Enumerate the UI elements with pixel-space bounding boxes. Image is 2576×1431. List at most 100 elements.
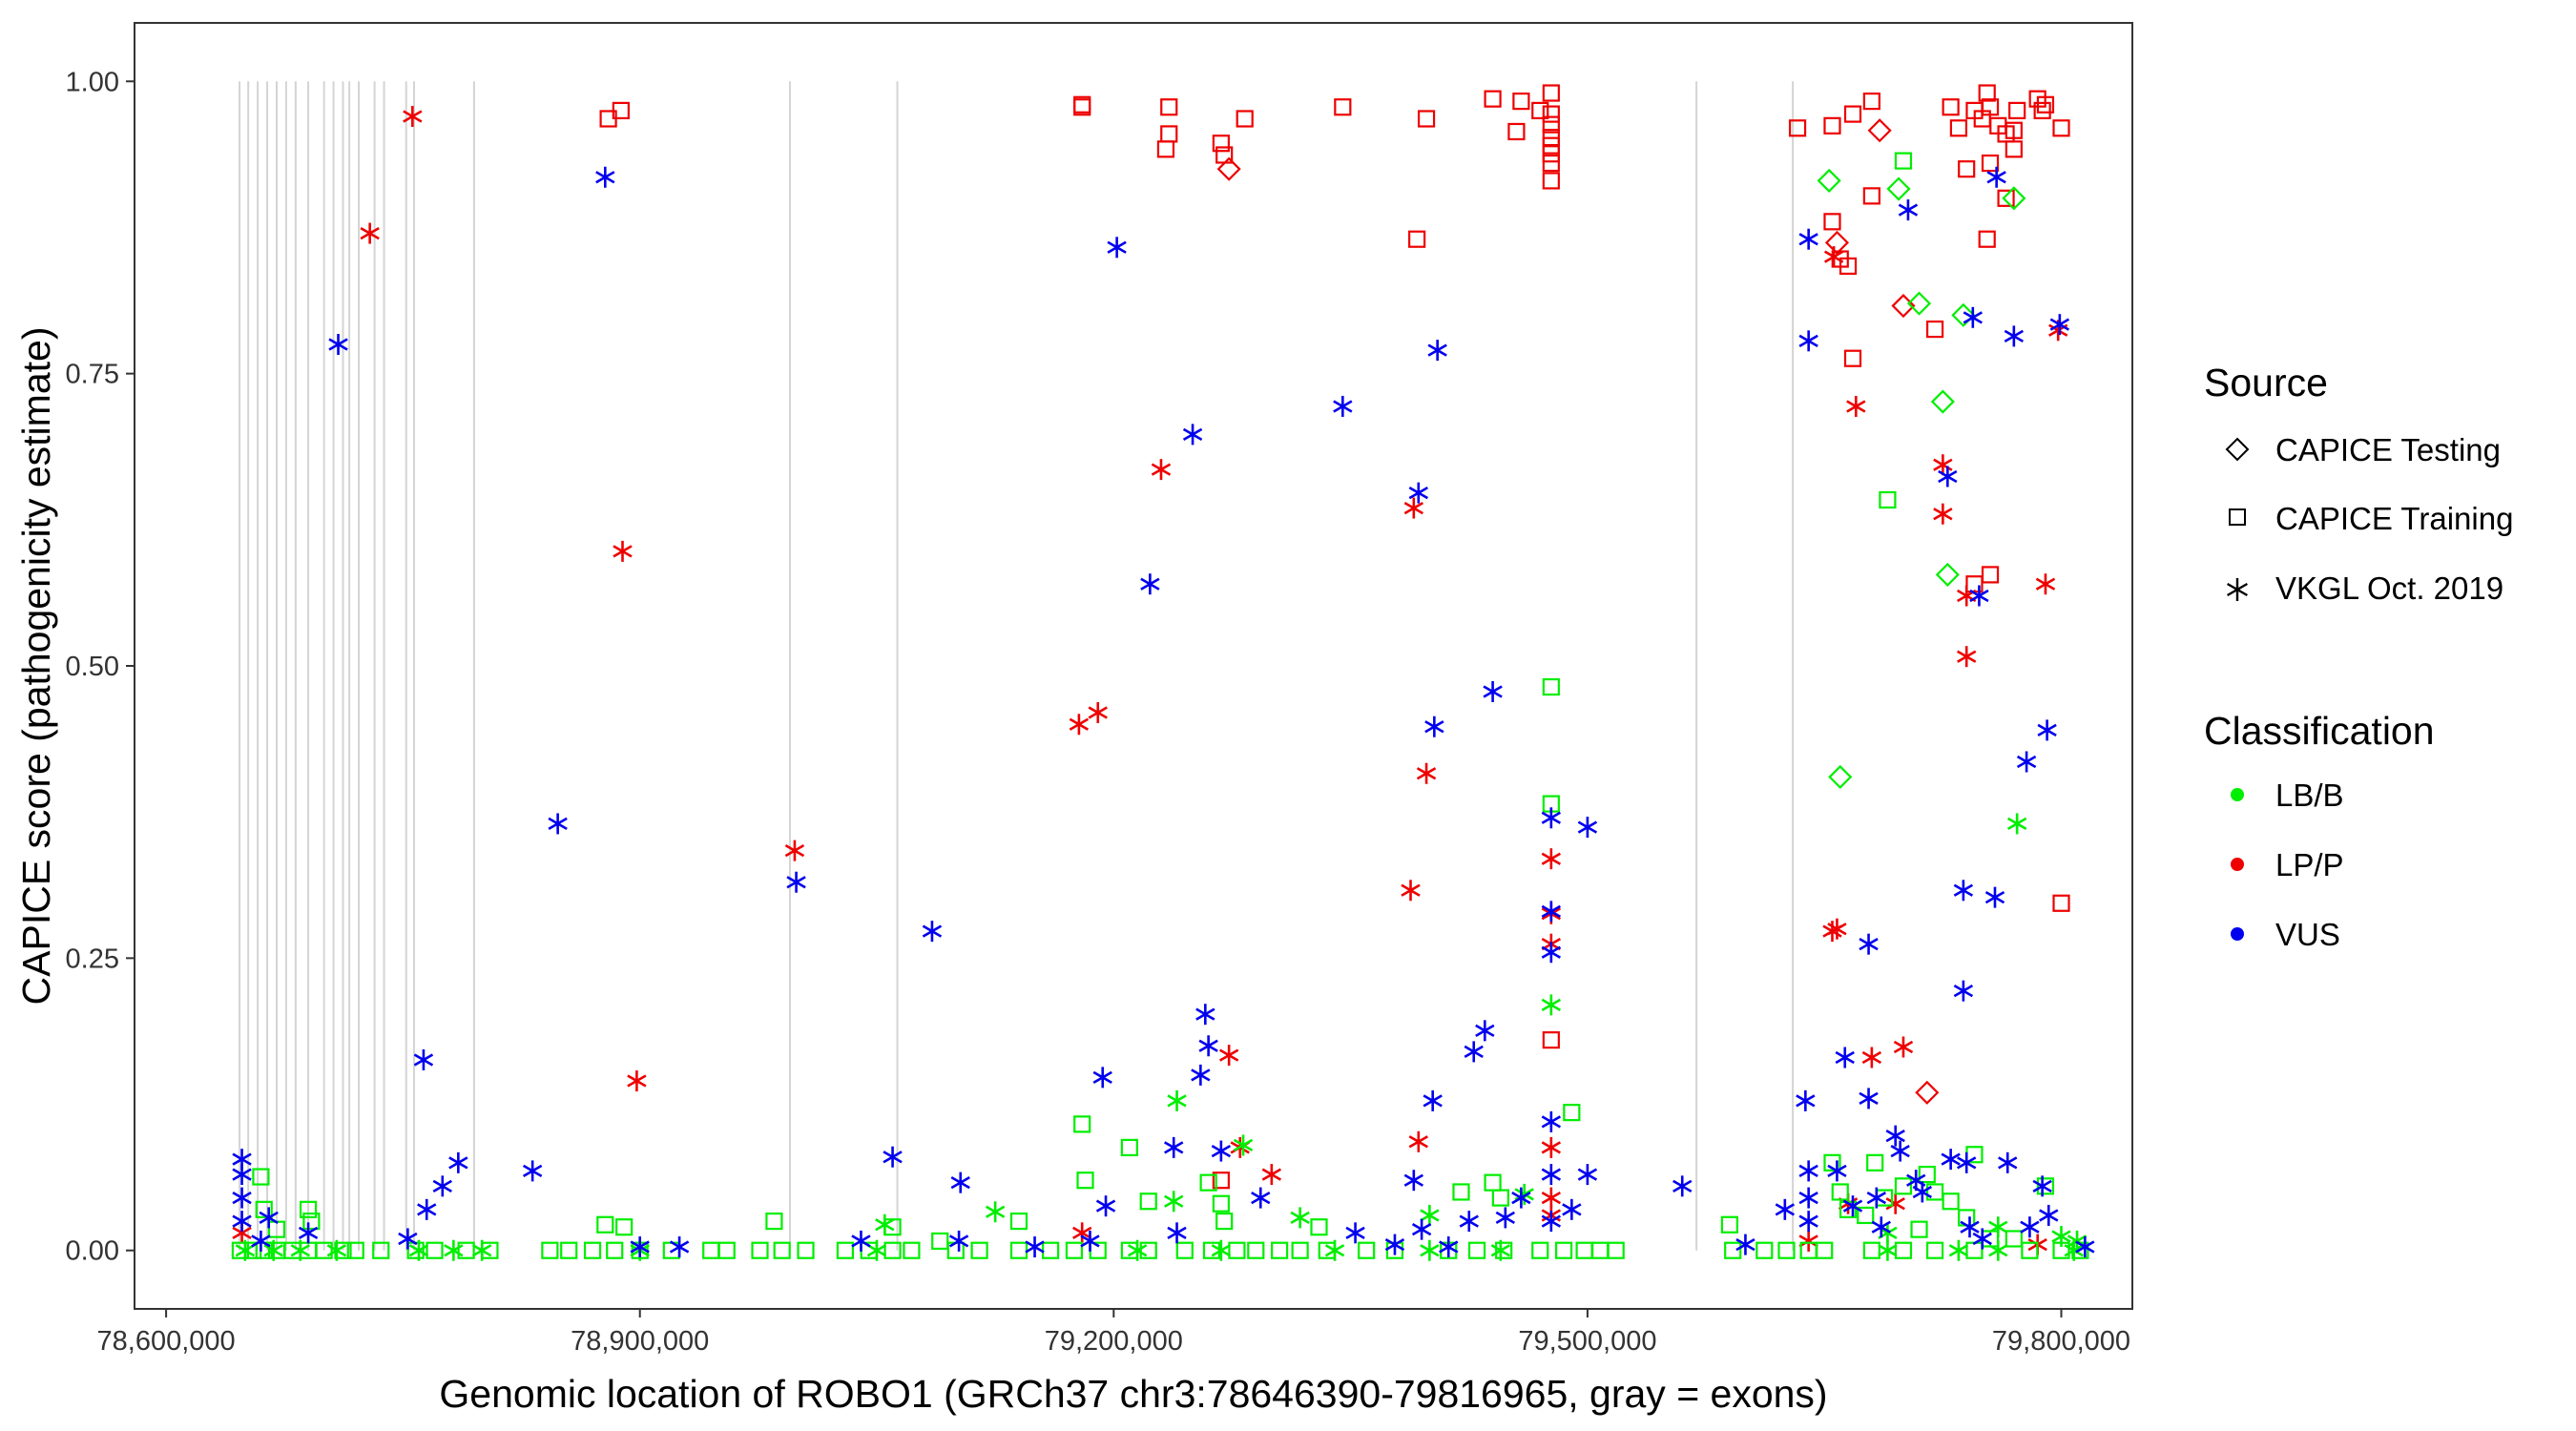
point-square [1542,172,1560,190]
point-square [1563,1104,1581,1122]
point-square [2008,101,2026,120]
exon-lines [239,81,1795,1251]
point-square [1467,1241,1486,1259]
point-square [1334,98,1352,116]
point-asterisk [1541,1164,1562,1186]
point-asterisk [784,840,805,861]
point-square [1862,93,1880,111]
point-square [1495,1241,1513,1259]
point-asterisk [1541,942,1562,964]
point-asterisk [360,222,380,244]
point-asterisk [1403,1170,1423,1192]
point-asterisk [1164,1136,1184,1158]
point-asterisk [1514,1183,1534,1205]
legend: Source CAPICE Testing CAPICE Training VK… [2204,361,2513,952]
point-asterisk [851,1230,871,1252]
point-asterisk [948,1230,969,1252]
point-square [1507,122,1526,141]
point-asterisk [1495,1207,1516,1229]
point-square [1949,119,1968,137]
point-square [1065,1241,1084,1259]
point-asterisk [417,1198,437,1220]
legend-key-square [2229,508,2246,526]
point-asterisk [1424,716,1444,737]
point-asterisk [1735,1234,1755,1255]
point-asterisk [1953,880,1974,902]
point-asterisk [1483,680,1503,702]
y-tick-label: 0.00 [66,1236,119,1267]
y-tick-label: 0.75 [66,360,119,390]
point-diamond [2002,186,2026,211]
point-square [1073,1115,1091,1133]
legend-dot-vus [2231,927,2244,941]
point-asterisk [1191,1064,1211,1086]
point-asterisk [1859,933,1879,955]
point-asterisk [1427,340,1447,362]
point-asterisk [2032,1175,2052,1197]
point-asterisk [922,921,943,943]
point-asterisk [1072,1222,1092,1244]
point-asterisk [1878,1239,1898,1261]
point-asterisk [1866,1187,1887,1209]
point-square [1358,1241,1376,1259]
point-square [1175,1241,1194,1259]
point-asterisk [2064,1239,2084,1261]
point-square [1894,1241,1913,1259]
point-square [1788,119,1807,137]
point-square [1879,490,1897,509]
point-square [1823,1153,1841,1172]
point-asterisk [1986,166,2006,188]
point-asterisk [1798,1187,1818,1209]
point-asterisk [259,1207,279,1229]
point-asterisk [2075,1236,2095,1258]
point-asterisk [866,1239,887,1261]
point-asterisk [2039,1204,2059,1226]
point-asterisk [1541,1110,1562,1132]
x-axis-title: Genomic location of ROBO1 (GRCh37 chr3:7… [439,1372,1827,1416]
point-square [903,1241,921,1259]
point-square [583,1241,602,1259]
point-square [1271,1241,1289,1259]
point-asterisk [2004,325,2025,347]
point-square [1452,1183,1470,1201]
point-square [1491,1189,1509,1207]
legend-title-classification: Classification [2204,709,2435,753]
point-asterisk [1957,646,1977,668]
point-square [883,1241,902,1259]
y-axis: 0.00 0.25 0.50 0.75 1.00 [66,67,135,1267]
point-square [1542,145,1560,163]
point-asterisk [432,1175,452,1197]
point-square [1484,90,1502,108]
point-square [1542,84,1560,102]
point-square [773,1241,791,1259]
point-asterisk [1933,454,1953,476]
point-square [1212,135,1230,153]
point-asterisk [1957,1151,1977,1173]
x-tick-label: 79,200,000 [1045,1326,1183,1357]
point-square [255,1200,273,1218]
point-square [970,1241,988,1259]
point-square [1076,1172,1094,1190]
point-square [1925,1241,1944,1259]
point-square [1839,257,1858,275]
point-asterisk [875,1213,895,1235]
point-square [1236,110,1254,128]
point-diamond [1915,1080,1940,1105]
point-asterisk [1475,1020,1495,1042]
point-asterisk [1490,1239,1511,1261]
point-asterisk [1541,807,1562,829]
point-asterisk [1167,1222,1187,1244]
point-diamond [1817,168,1841,193]
point-asterisk [413,1048,434,1070]
point-asterisk [1798,1160,1818,1182]
point-asterisk [232,1187,252,1209]
point-square [1816,1241,1834,1259]
point-asterisk [398,1228,418,1250]
legend-dot-lbb [2231,788,2244,801]
point-asterisk [630,1236,650,1258]
point-asterisk [1796,1089,1816,1111]
x-tick-label: 78,600,000 [97,1326,236,1357]
point-asterisk [1798,1230,1818,1252]
point-square [606,1241,624,1259]
